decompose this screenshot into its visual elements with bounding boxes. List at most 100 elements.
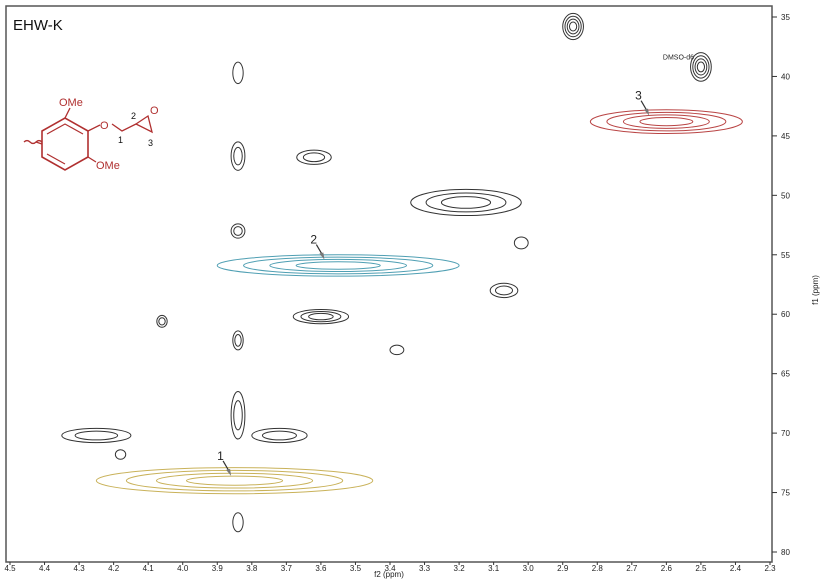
annotation-arrowhead bbox=[226, 468, 232, 476]
contour-level bbox=[232, 330, 244, 351]
x-axis-title: f2 (ppm) bbox=[374, 570, 404, 579]
contour-level bbox=[230, 141, 246, 171]
x-tick-label: 4.2 bbox=[108, 564, 120, 573]
contour-peak bbox=[230, 223, 246, 239]
annotation-arrowhead bbox=[319, 252, 325, 260]
contour-peak bbox=[690, 52, 712, 82]
ring-wavy-link bbox=[35, 141, 43, 145]
contour-peak bbox=[513, 236, 529, 250]
contour-level bbox=[95, 467, 374, 495]
contour-level bbox=[233, 226, 243, 236]
contour-level bbox=[622, 114, 710, 129]
contour-level bbox=[232, 61, 244, 85]
x-tick-label: 3.8 bbox=[246, 564, 258, 573]
contour-peak bbox=[589, 109, 743, 135]
y-tick-label: 55 bbox=[781, 251, 790, 260]
contour-level bbox=[158, 317, 166, 326]
glycidyl-chain bbox=[111, 123, 137, 132]
contour-level bbox=[114, 449, 127, 460]
epoxide-oxygen-label: O bbox=[150, 105, 159, 117]
contour-level bbox=[295, 261, 381, 270]
x-tick-label: 4.0 bbox=[177, 564, 189, 573]
x-tick-label: 3.6 bbox=[315, 564, 327, 573]
contour-level bbox=[234, 334, 242, 347]
y-tick-label: 65 bbox=[781, 370, 790, 379]
x-tick-label: 2.8 bbox=[592, 564, 604, 573]
contour-level bbox=[696, 61, 706, 73]
contour-peak bbox=[489, 282, 519, 299]
contour-level bbox=[639, 116, 694, 127]
epoxide-ring bbox=[134, 114, 153, 134]
contour-level bbox=[566, 18, 580, 35]
y-tick-label: 75 bbox=[781, 489, 790, 498]
y-tick-label: 35 bbox=[781, 13, 790, 22]
peak-number-label: 2 bbox=[310, 233, 317, 247]
x-tick-label: 3.2 bbox=[454, 564, 466, 573]
x-tick-label: 3.9 bbox=[212, 564, 224, 573]
ome-top-bond bbox=[64, 107, 71, 119]
ring-inner-bonds bbox=[46, 123, 84, 135]
y-tick-label: 70 bbox=[781, 429, 790, 438]
y-tick-label: 45 bbox=[781, 132, 790, 141]
contour-peak bbox=[114, 449, 127, 460]
contour-level bbox=[233, 400, 243, 431]
x-axis: 4.5 4.4 4.3 4.2 4.1 4.0 3.9 3.8 3.7 3.6 3.5 3.4 3.3 3… bbox=[4, 562, 776, 573]
contour-level bbox=[261, 430, 297, 441]
y-axis-title: f1 (ppm) bbox=[811, 275, 820, 305]
x-tick-label: 3.4 bbox=[384, 564, 396, 573]
contour-level bbox=[230, 223, 246, 239]
contour-peak bbox=[232, 330, 244, 351]
contour-level bbox=[233, 146, 243, 166]
contour-peak bbox=[232, 61, 244, 85]
x-tick-label: 4.5 bbox=[4, 564, 16, 573]
contour-peak bbox=[230, 141, 246, 171]
x-tick-label: 2.3 bbox=[764, 564, 776, 573]
contour-level bbox=[243, 256, 434, 275]
peak-number-label: 3 bbox=[635, 89, 642, 103]
contour-level bbox=[690, 52, 712, 82]
contour-level bbox=[292, 308, 350, 325]
contour-level bbox=[300, 310, 342, 323]
contour-level bbox=[230, 391, 246, 440]
x-tick-label: 2.5 bbox=[695, 564, 707, 573]
x-tick-label: 2.4 bbox=[730, 564, 742, 573]
plot-frame bbox=[5, 5, 773, 563]
chart-title: EHW-K bbox=[13, 17, 63, 34]
contour-peak bbox=[389, 344, 405, 356]
contour-level bbox=[568, 21, 578, 32]
peak-number-label: 1 bbox=[217, 449, 224, 463]
y-tick-label: 50 bbox=[781, 191, 790, 200]
x-tick-label: 3.0 bbox=[523, 564, 535, 573]
contour-peak bbox=[292, 308, 350, 325]
x-tick-label: 3.3 bbox=[419, 564, 431, 573]
contour-level bbox=[269, 258, 408, 273]
contour-peak bbox=[562, 12, 584, 41]
contour-level bbox=[232, 512, 244, 533]
contour-level bbox=[606, 111, 727, 132]
contour-level bbox=[389, 344, 405, 356]
x-tick-label: 3.7 bbox=[281, 564, 293, 573]
contour-peak bbox=[95, 467, 374, 495]
contour-level bbox=[61, 427, 132, 444]
contour-level bbox=[513, 236, 529, 250]
contour-peak bbox=[410, 188, 522, 217]
contour-level bbox=[308, 312, 334, 321]
contour-level bbox=[155, 472, 314, 489]
contour-level bbox=[216, 254, 460, 277]
contour-level bbox=[694, 58, 708, 76]
x-tick-label: 2.9 bbox=[557, 564, 569, 573]
y-tick-label: 80 bbox=[781, 548, 790, 557]
x-tick-label: 2.7 bbox=[626, 564, 638, 573]
x-tick-label: 4.1 bbox=[143, 564, 155, 573]
x-tick-label: 4.3 bbox=[74, 564, 86, 573]
ome-top-label: OMe bbox=[59, 97, 83, 109]
contour-peak bbox=[296, 149, 332, 165]
contour-level bbox=[692, 55, 710, 79]
contour-level bbox=[251, 427, 308, 444]
contour-level bbox=[302, 152, 326, 163]
contour-level bbox=[425, 192, 507, 213]
contour-peak bbox=[230, 391, 246, 440]
x-tick-label: 2.6 bbox=[661, 564, 673, 573]
contour-peaks bbox=[61, 12, 743, 533]
